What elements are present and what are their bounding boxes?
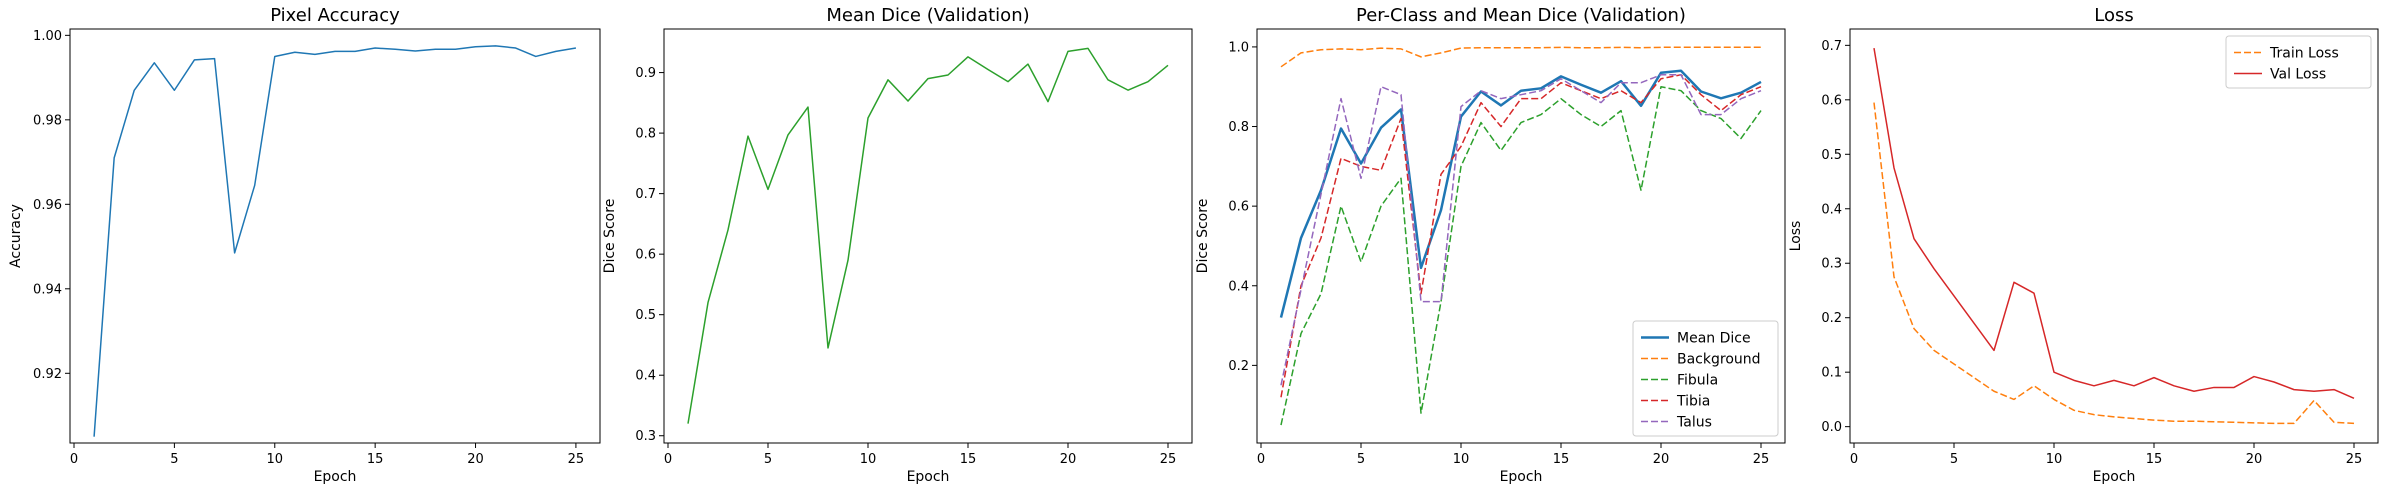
x-tick-label: 0 <box>1850 452 1858 467</box>
x-tick-label: 0 <box>664 452 672 467</box>
x-tick-label: 5 <box>1950 452 1958 467</box>
x-tick-label: 15 <box>1553 452 1570 467</box>
series-line-fibula <box>1280 85 1762 426</box>
y-axis-label: Accuracy <box>8 204 24 268</box>
subplot-loss: Loss 0 5 10 15 20 25 0.0 0.1 0.2 0.3 0.4 0.5 0.6 0.7 Ep… <box>1788 5 2379 485</box>
x-tick-label: 25 <box>1160 452 1177 467</box>
x-axis-label: Epoch <box>907 469 950 485</box>
y-tick-label: 0.92 <box>33 367 62 382</box>
y-axis-label: Dice Score <box>602 199 618 274</box>
y-tick-label: 0.0 <box>1821 420 1842 435</box>
x-tick-label: 20 <box>1653 452 1670 467</box>
y-axis-label: Loss <box>1788 221 1804 252</box>
y-tick-label: 0.4 <box>1821 202 1842 217</box>
x-axis-label: Epoch <box>1500 469 1543 485</box>
x-tick-label: 10 <box>266 452 283 467</box>
x-tick-label: 5 <box>170 452 178 467</box>
legend-box <box>1632 320 1779 437</box>
legend-label-background: Background <box>1677 352 1761 368</box>
series-line <box>93 45 577 437</box>
y-tick-label: 0.3 <box>1821 257 1842 272</box>
y-tick-label: 0.8 <box>635 127 656 142</box>
series-line-talus <box>1280 74 1762 386</box>
y-tick-label: 1.00 <box>33 29 62 44</box>
series-line-val-loss <box>1873 47 2355 400</box>
legend-label-talus: Talus <box>1676 415 1712 431</box>
legend-label-val-loss: Val Loss <box>2270 67 2326 83</box>
series-line-background <box>1280 46 1761 68</box>
x-tick-label: 10 <box>2046 452 2063 467</box>
y-tick-label: 0.8 <box>1228 120 1249 135</box>
legend: Mean Dice Background Fibula Tibia Talus <box>1632 320 1779 437</box>
chart-title: Mean Dice (Validation) <box>826 5 1029 26</box>
x-tick-label: 0 <box>1257 452 1265 467</box>
y-tick-label: 0.6 <box>635 248 656 263</box>
y-tick-label: 1.0 <box>1228 40 1249 55</box>
y-tick-label: 0.1 <box>1821 366 1842 381</box>
x-tick-label: 5 <box>764 452 772 467</box>
plot-frame <box>663 28 1193 444</box>
plot-frame <box>69 28 601 444</box>
subplot-pixel-accuracy: Pixel Accuracy 0 5 10 15 20 25 0.92 0.94 0.96 0.98… <box>8 5 601 485</box>
legend: Train Loss Val Loss <box>2225 35 2372 89</box>
x-tick-label: 20 <box>467 452 484 467</box>
y-tick-label: 0.6 <box>1821 93 1842 108</box>
legend-label-fibula: Fibula <box>1677 373 1718 389</box>
x-tick-label: 15 <box>367 452 384 467</box>
legend-label-tibia: Tibia <box>1676 394 1710 410</box>
series-line-train-loss <box>1873 102 2355 425</box>
y-axis-label: Dice Score <box>1195 199 1211 274</box>
x-tick-label: 25 <box>1753 452 1770 467</box>
x-tick-label: 20 <box>1060 452 1077 467</box>
y-tick-label: 0.98 <box>33 113 62 128</box>
y-tick-label: 0.2 <box>1821 311 1842 326</box>
chart-title: Per-Class and Mean Dice (Validation) <box>1356 5 1686 26</box>
x-tick-label: 15 <box>960 452 977 467</box>
x-tick-label: 10 <box>860 452 877 467</box>
y-tick-label: 0.4 <box>635 369 656 384</box>
subplot-mean-dice: Mean Dice (Validation) 0 5 10 15 20 25 0.3 0.4 0.… <box>602 5 1193 485</box>
x-tick-label: 25 <box>2346 452 2363 467</box>
x-tick-label: 5 <box>1357 452 1365 467</box>
plot-frame <box>1849 28 2379 444</box>
y-tick-label: 0.2 <box>1228 359 1249 374</box>
plot-frame <box>1256 28 1786 444</box>
chart-title: Pixel Accuracy <box>270 5 400 26</box>
chart-title: Loss <box>2094 5 2133 26</box>
y-tick-label: 0.96 <box>33 198 62 213</box>
y-tick-label: 0.5 <box>635 308 656 323</box>
x-axis-label: Epoch <box>2093 469 2136 485</box>
subplot-per-class-dice: Per-Class and Mean Dice (Validation) 0 5 10… <box>1195 5 1786 485</box>
y-tick-label: 0.7 <box>635 187 656 202</box>
series-line-mean-dice <box>1279 69 1762 318</box>
x-tick-label: 15 <box>2146 452 2163 467</box>
y-tick-label: 0.9 <box>635 66 656 81</box>
x-tick-label: 20 <box>2246 452 2263 467</box>
legend-box <box>2225 35 2372 89</box>
legend-label-train-loss: Train Loss <box>2269 46 2339 62</box>
x-axis-label: Epoch <box>314 469 357 485</box>
series-line <box>687 47 1169 424</box>
x-tick-label: 0 <box>70 452 78 467</box>
y-tick-label: 0.6 <box>1228 200 1249 215</box>
legend-label-mean-dice: Mean Dice <box>1677 331 1751 347</box>
x-tick-label: 10 <box>1453 452 1470 467</box>
y-tick-label: 0.7 <box>1821 39 1842 54</box>
x-tick-label: 25 <box>568 452 585 467</box>
y-tick-label: 0.94 <box>33 282 62 297</box>
y-tick-label: 0.3 <box>635 429 656 444</box>
y-tick-label: 0.5 <box>1821 148 1842 163</box>
y-tick-label: 0.4 <box>1228 279 1249 294</box>
